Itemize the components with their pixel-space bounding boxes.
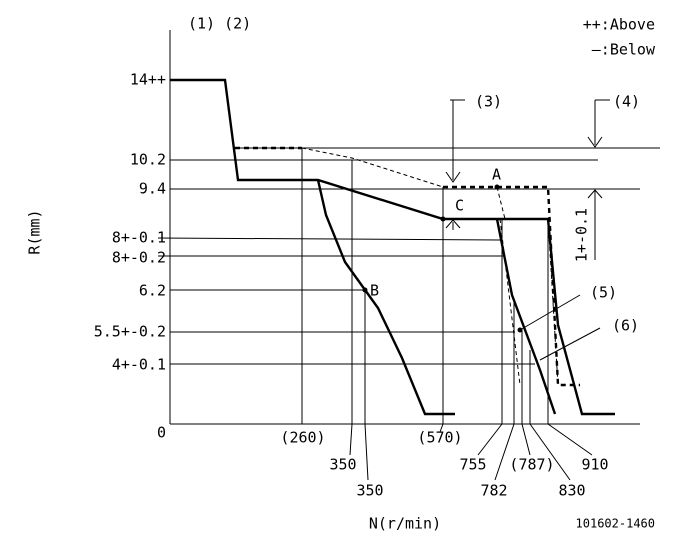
reference-lines xyxy=(157,99,660,481)
x-label: (570) xyxy=(417,429,462,447)
point xyxy=(362,287,368,293)
x-label: 350 xyxy=(329,456,356,474)
y-label: 6.2 xyxy=(139,282,166,300)
axes xyxy=(169,30,640,425)
point xyxy=(517,327,523,333)
code: 101602-1460 xyxy=(576,517,655,531)
y-label: 8+-0.1 xyxy=(112,229,166,247)
x-label: 350 xyxy=(356,482,383,500)
y-label: 4+-0.1 xyxy=(112,356,166,374)
annotation: (5) xyxy=(590,284,617,302)
annotation: 1+-0.1 xyxy=(573,208,591,262)
curves xyxy=(170,78,615,416)
annotation: B xyxy=(370,282,379,300)
x-label: (787) xyxy=(509,456,554,474)
y-label: 8+-0.2 xyxy=(112,249,166,267)
point xyxy=(440,216,446,222)
x-label: 830 xyxy=(558,482,585,500)
x-label: 755 xyxy=(459,456,486,474)
point xyxy=(494,184,500,190)
annotation: C xyxy=(455,197,464,215)
y-labels: 14++ 10.2 9.4 8+-0.1 8+-0.2 6.2 5.5+-0.2 4+-0.1… xyxy=(94,71,166,442)
legend-entry: ++:Above xyxy=(583,16,655,34)
y-label: 10.2 xyxy=(130,151,166,169)
annotation: (6) xyxy=(612,317,639,335)
x-title: N(r/min) xyxy=(369,515,441,533)
annotation: A xyxy=(492,166,501,184)
x-label: 910 xyxy=(581,456,608,474)
y-label: 5.5+-0.2 xyxy=(94,323,166,341)
legend-entry: —:Below xyxy=(592,41,656,59)
x-label: (260) xyxy=(280,429,325,447)
y-label: 0 xyxy=(157,424,166,442)
y-label: 9.4 xyxy=(139,180,166,198)
annotation: (4) xyxy=(613,93,640,111)
y-label: 14++ xyxy=(130,71,166,89)
annotation: (3) xyxy=(475,93,502,111)
y-title: R(mm) xyxy=(26,209,44,254)
x-label: 782 xyxy=(480,482,507,500)
header-label: (1) (2) xyxy=(188,15,251,33)
